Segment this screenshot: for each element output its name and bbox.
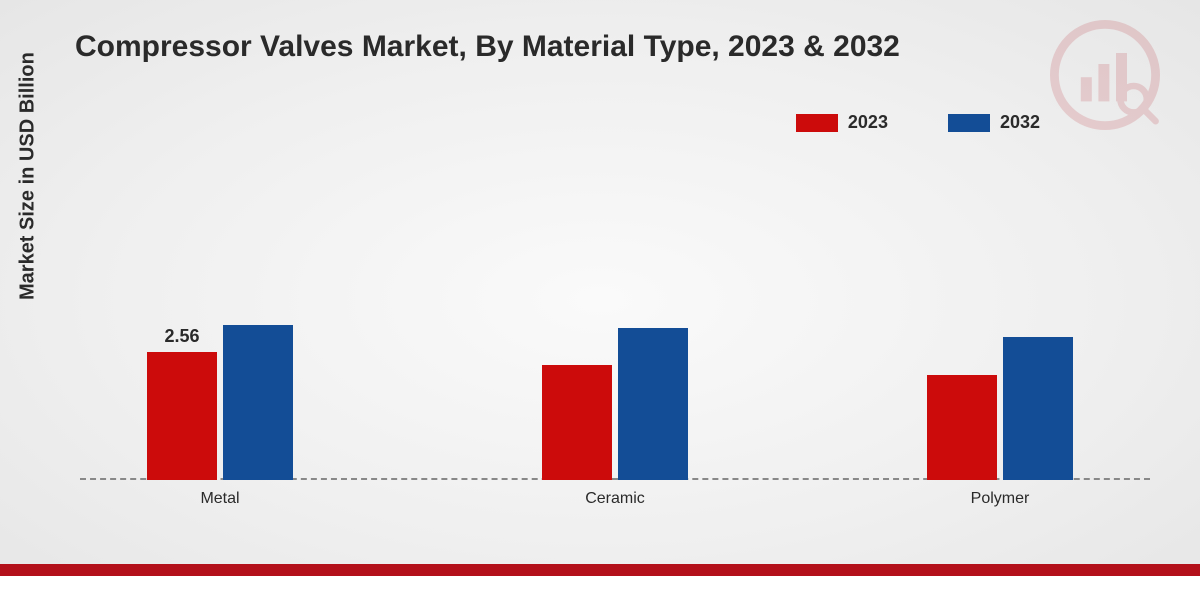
legend-swatch-2032 <box>948 114 990 132</box>
bar-group-metal: 2.56 Metal <box>147 325 293 480</box>
bar-group-polymer: Polymer <box>927 337 1073 480</box>
legend: 2023 2032 <box>796 112 1040 133</box>
y-axis-label: Market Size in USD Billion <box>17 52 40 300</box>
bar-group-ceramic: Ceramic <box>542 328 688 480</box>
bar-polymer-2023 <box>927 375 997 480</box>
bar-ceramic-2023 <box>542 365 612 480</box>
legend-item-2032: 2032 <box>948 112 1040 133</box>
bar-polymer-2032 <box>1003 337 1073 480</box>
category-label-metal: Metal <box>200 490 239 508</box>
bar-metal-2023: 2.56 <box>147 352 217 480</box>
chart-title: Compressor Valves Market, By Material Ty… <box>75 30 900 64</box>
category-label-ceramic: Ceramic <box>585 490 645 508</box>
category-label-polymer: Polymer <box>971 490 1030 508</box>
bar-ceramic-2032 <box>618 328 688 480</box>
bar-metal-2032 <box>223 325 293 480</box>
watermark-logo-icon <box>1050 20 1160 130</box>
plot-area: 2.56 Metal Ceramic Polymer <box>80 160 1150 480</box>
footer-red-bar <box>0 564 1200 576</box>
bar-value-metal-2023: 2.56 <box>164 326 199 347</box>
chart-container: Compressor Valves Market, By Material Ty… <box>0 0 1200 600</box>
legend-swatch-2023 <box>796 114 838 132</box>
legend-label-2032: 2032 <box>1000 112 1040 133</box>
legend-item-2023: 2023 <box>796 112 888 133</box>
legend-label-2023: 2023 <box>848 112 888 133</box>
